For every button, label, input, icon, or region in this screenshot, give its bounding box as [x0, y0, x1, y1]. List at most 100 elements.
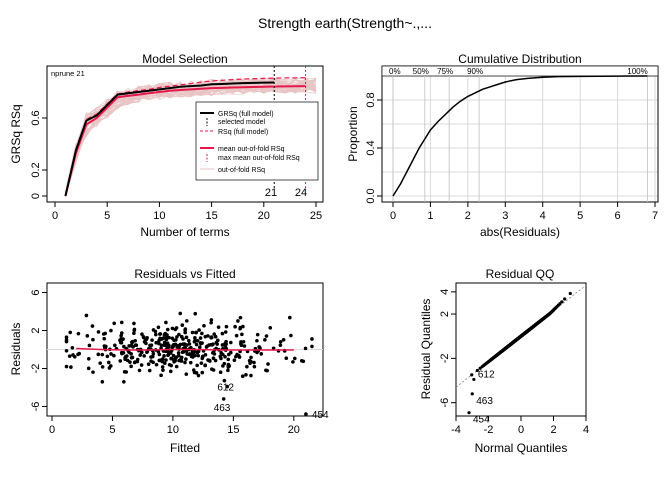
- residual-point: [210, 367, 214, 371]
- residual-point: [234, 333, 239, 338]
- y-tick-label: -6: [439, 398, 451, 408]
- residual-point: [96, 330, 101, 334]
- legend-selected: selected model: [218, 119, 266, 126]
- max-oof-terms-label: 24: [295, 187, 307, 199]
- residual-point: [137, 368, 142, 373]
- cumulative-curve: [392, 75, 648, 197]
- x-tick-label: 4: [583, 424, 589, 436]
- selected-terms-label: 21: [265, 187, 277, 199]
- residual-point: [140, 332, 144, 336]
- residual-point: [100, 365, 105, 369]
- residual-point: [258, 346, 262, 350]
- model-selection-panel: Model Selection nprune 21 0 5 10 15 20 25 0 0.…: [9, 52, 324, 239]
- model-selection-plot-area: [46, 65, 324, 203]
- residual-point: [91, 337, 95, 342]
- residual-point: [177, 332, 181, 337]
- residual-point: [153, 329, 158, 334]
- residual-point: [127, 344, 131, 348]
- residual-point: [166, 345, 171, 349]
- residual-point: [150, 354, 155, 359]
- residual-point: [192, 370, 197, 375]
- residual-point: [201, 354, 205, 359]
- residual-point: [278, 339, 283, 344]
- residual-point: [174, 326, 179, 330]
- residual-point: [109, 328, 113, 333]
- x-tick-label: 7: [652, 210, 658, 222]
- residual-point: [122, 344, 126, 349]
- residual-point: [162, 354, 166, 358]
- residual-point: [226, 365, 231, 369]
- residual-point: [190, 351, 195, 356]
- residual-point: [233, 324, 237, 329]
- residual-point: [177, 344, 182, 349]
- qq-outlier-label: 454: [473, 415, 490, 426]
- residual-point-outlier: [304, 412, 308, 416]
- y-tick-label: -2: [30, 364, 42, 374]
- residual-point: [178, 311, 183, 316]
- percentile-label: 100%: [627, 67, 647, 76]
- residual-point: [193, 336, 197, 340]
- residual-point: [64, 348, 69, 353]
- residual-point: [221, 364, 225, 368]
- legend-max-oof: max mean out-of-fold RSq: [218, 155, 300, 162]
- residual-point: [310, 337, 314, 341]
- residual-point: [175, 335, 179, 339]
- residual-point: [172, 357, 176, 362]
- legend-grsq: GRSq (full model): [218, 111, 274, 118]
- percentile-labels: 0% 50% 75% 90% 100%: [389, 67, 648, 202]
- residual-point: [87, 343, 92, 348]
- residual-point: [118, 359, 123, 363]
- residual-point: [64, 335, 69, 340]
- residual-point: [133, 338, 137, 343]
- residual-point: [100, 380, 105, 384]
- residual-point: [176, 351, 181, 355]
- residual-point: [64, 339, 69, 344]
- residual-point: [171, 344, 176, 349]
- residual-point: [240, 332, 244, 337]
- residual-point: [222, 378, 227, 383]
- y-tick-label: 2: [439, 311, 451, 317]
- rsq-line: [64, 77, 306, 197]
- residual-point: [266, 362, 270, 366]
- residual-point: [203, 353, 208, 357]
- residual-point: [245, 364, 249, 369]
- residual-point: [96, 352, 101, 357]
- residual-point: [271, 346, 276, 351]
- residuals-vs-fitted-panel: Residuals vs Fitted 612 463 454 0 5 10 15 20 -…: [9, 267, 329, 455]
- residual-point: [211, 356, 216, 361]
- qq-yticks: -6 -2 2 4: [439, 289, 456, 408]
- residual-point: [179, 355, 184, 360]
- residual-point: [196, 349, 201, 354]
- x-tick-label: 10: [153, 210, 165, 222]
- residual-point: [109, 364, 113, 368]
- residual-point: [167, 362, 172, 367]
- residual-point: [174, 355, 179, 359]
- residual-point: [244, 372, 248, 377]
- residual-point: [239, 343, 244, 348]
- residual-point: [236, 319, 240, 323]
- legend-rsq: RSq (full model): [218, 129, 268, 136]
- model-selection-yticks: 0 0.2 0.6: [30, 110, 47, 199]
- x-tick-label: 1: [427, 210, 433, 222]
- outlier-label: 463: [214, 403, 231, 414]
- legend-mean-oof: mean out-of-fold RSq: [218, 146, 285, 153]
- residual-point: [162, 340, 167, 345]
- residual-point: [239, 340, 243, 344]
- grsq-line: [64, 81, 275, 197]
- residual-point: [268, 326, 273, 330]
- residual-point: [68, 330, 73, 335]
- x-tick-label: 15: [227, 424, 239, 436]
- residual-point: [131, 345, 135, 349]
- x-tick-label: 5: [577, 210, 583, 222]
- residual-point: [164, 335, 169, 340]
- residual-point: [278, 343, 283, 347]
- x-tick-label: 20: [258, 210, 270, 222]
- residuals-xlabel: Fitted: [170, 441, 200, 455]
- cumulative-xlabel: abs(Residuals): [480, 225, 560, 239]
- residual-point: [86, 366, 91, 371]
- residual-point: [123, 355, 127, 360]
- residual-point: [238, 315, 243, 320]
- residual-point: [100, 352, 105, 357]
- qq-point: [470, 373, 474, 377]
- residual-point: [198, 336, 203, 340]
